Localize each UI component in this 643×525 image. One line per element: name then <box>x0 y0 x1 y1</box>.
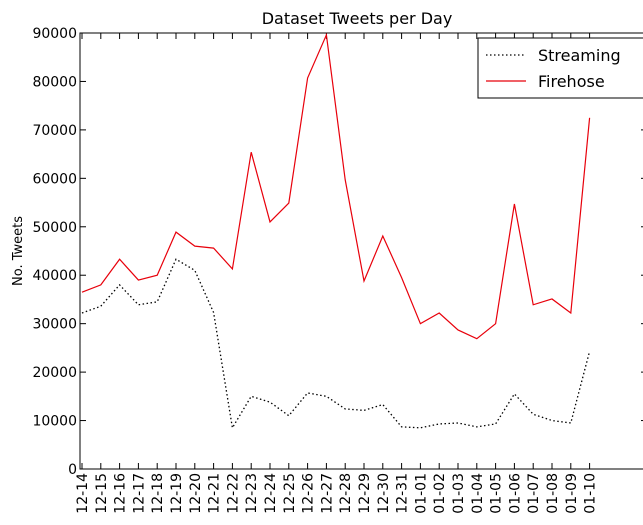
y-tick-label: 60000 <box>32 171 77 187</box>
x-tick-label: 12-22 <box>225 473 241 514</box>
y-tick-label: 90000 <box>32 26 77 42</box>
y-tick-label: 0 <box>68 462 77 478</box>
x-tick-label: 01-05 <box>489 473 505 514</box>
x-tick-label: 01-02 <box>432 473 448 514</box>
y-tick-label: 20000 <box>32 365 77 381</box>
y-tick-label: 50000 <box>32 220 77 236</box>
x-tick-label: 01-08 <box>545 473 561 514</box>
x-tick-label: 12-15 <box>94 473 110 514</box>
x-tick-label: 12-26 <box>301 473 317 514</box>
series-line <box>81 32 591 340</box>
x-tick-label: 12-18 <box>150 473 166 514</box>
x-tick-label: 12-29 <box>357 473 373 514</box>
y-tick-label: 10000 <box>32 414 77 430</box>
x-tick-label: 12-27 <box>319 473 335 514</box>
x-tick-label: 12-28 <box>338 473 354 514</box>
x-tick-label: 12-31 <box>395 473 411 514</box>
x-tick-label: 01-07 <box>526 473 542 514</box>
x-tick-label: 12-24 <box>263 473 279 514</box>
x-tick-label: 01-04 <box>470 473 486 514</box>
x-tick-label: 12-30 <box>376 473 392 514</box>
chart-title: Dataset Tweets per Day <box>262 9 453 28</box>
x-tick-label: 12-19 <box>169 473 185 514</box>
x-tick-label: 01-09 <box>564 473 580 514</box>
y-tick-label: 70000 <box>32 123 77 139</box>
x-tick-label: 12-21 <box>207 473 223 514</box>
x-tick-label: 12-20 <box>188 473 204 514</box>
y-tick-label: 30000 <box>32 317 77 333</box>
plot-frame <box>79 32 643 470</box>
x-tick-label: 01-10 <box>583 473 599 514</box>
x-tick-label: 12-17 <box>131 473 147 514</box>
x-tick-label: 01-01 <box>413 473 429 514</box>
y-tick-label: 40000 <box>32 268 77 284</box>
y-tick-label: 80000 <box>32 74 77 90</box>
legend-label: Streaming <box>538 46 621 65</box>
y-axis-label: No. Tweets <box>11 216 26 286</box>
legend-label: Firehose <box>538 72 605 91</box>
x-tick-label: 01-06 <box>507 473 523 514</box>
x-tick-label: 12-23 <box>244 473 260 514</box>
series-line <box>81 258 591 430</box>
x-tick-label: 12-14 <box>75 473 91 514</box>
x-tick-label: 01-03 <box>451 473 467 514</box>
legend-frame <box>477 37 643 99</box>
x-tick-label: 12-16 <box>113 473 129 514</box>
x-tick-label: 12-25 <box>282 473 298 514</box>
